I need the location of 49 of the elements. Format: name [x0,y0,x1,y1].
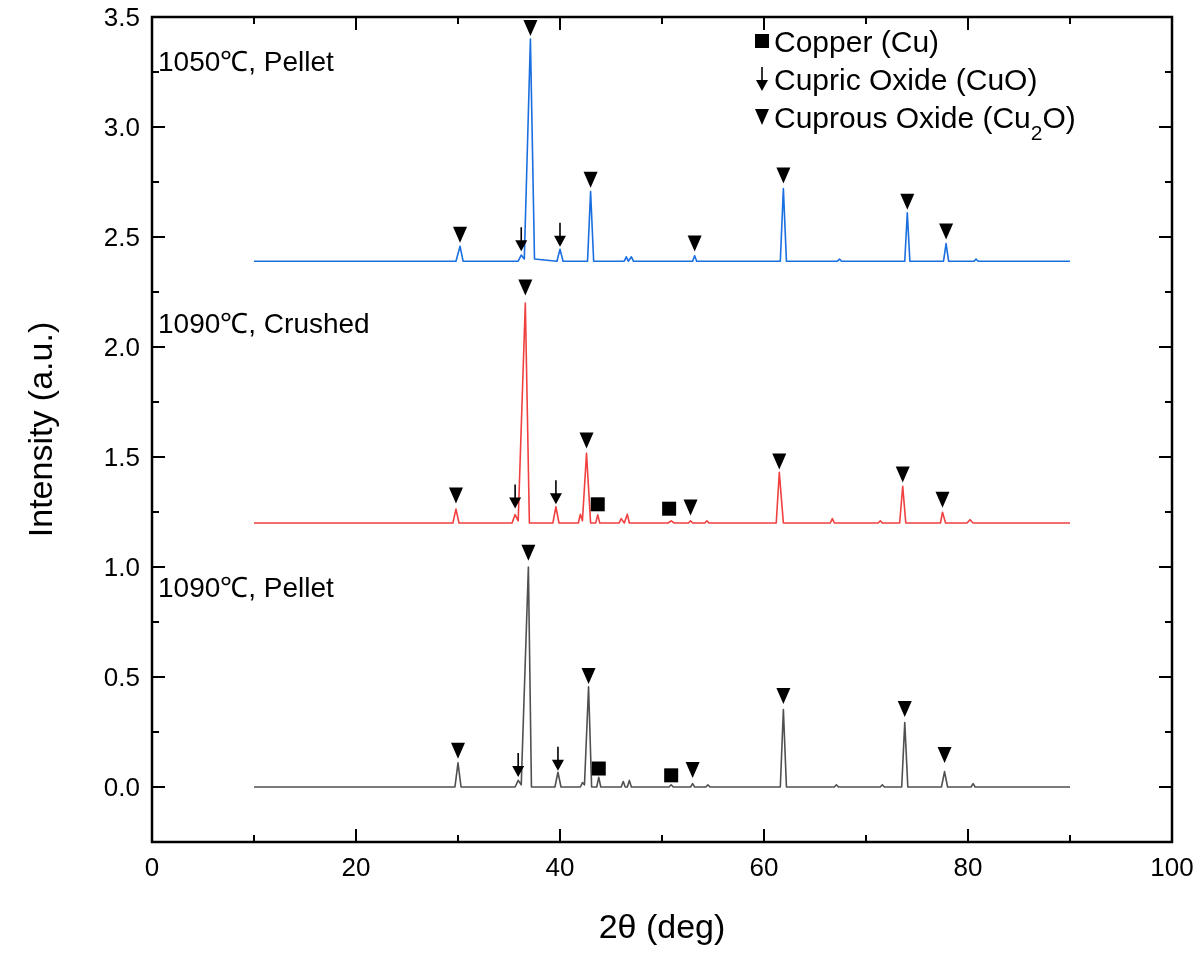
x-tick-label: 40 [545,852,575,882]
annotation: 1090℃, Pellet [158,572,335,603]
point [590,497,605,512]
point [772,453,787,470]
point [935,491,950,508]
y-tick-label: 3.5 [103,2,140,32]
point [583,171,598,188]
y-axis-title: Intensity (a.u.) [21,321,59,538]
point [776,687,791,704]
point [683,499,698,516]
x-axis-title: 2θ (deg) [598,907,726,945]
point [518,279,533,296]
x-tick-label: 100 [1150,852,1194,882]
point [453,226,468,243]
point [579,432,594,449]
point [521,544,536,561]
y-tick-label: 0.0 [103,772,140,802]
x-tick-label: 0 [144,852,160,882]
y-tick-label: 2.0 [103,332,140,362]
point [581,667,596,684]
legend-label: Cupric Oxide (CuO) [774,63,1038,96]
point [664,768,679,783]
point [687,235,702,252]
point [937,747,952,764]
legend-label: Cuprous Oxide (Cu$_{2}$O) [774,101,1076,144]
y-tick-label: 1.0 [103,552,140,582]
legend-label: Copper (Cu) [774,25,940,58]
annotation: 1090℃, Crushed [158,308,370,339]
x-tick-label: 80 [953,852,983,882]
point [523,20,538,36]
y-tick-label: 2.5 [103,222,140,252]
y-tick-label: 3.0 [103,112,140,142]
point [900,193,915,210]
y-tick-label: 0.5 [103,662,140,692]
point [939,223,954,240]
point [591,761,606,776]
point [448,487,463,504]
point [451,742,465,759]
x-tick-label: 60 [749,852,779,882]
line-series [253,566,1071,788]
point [897,700,912,717]
point [685,762,700,779]
y-tick-label: 1.5 [103,442,140,472]
point [895,466,910,483]
line-series [253,302,1071,524]
annotation: 1050℃, Pellet [158,46,335,78]
x-tick-label: 20 [341,852,371,882]
point [776,167,791,184]
point [662,501,677,516]
